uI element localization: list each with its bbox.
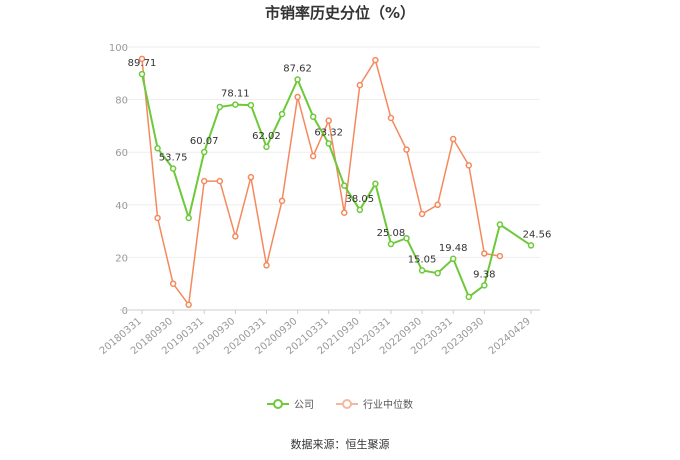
data-point-company (372, 180, 379, 188)
series-layer (138, 55, 535, 308)
data-point-industry-median (263, 262, 270, 269)
data-point-company (325, 140, 332, 147)
data-point-industry-median (154, 214, 161, 222)
data-point-industry-median (169, 280, 177, 287)
data-label: 87.62 (283, 64, 312, 75)
data-point-industry-median (247, 173, 255, 181)
y-tick-label: 100 (109, 43, 128, 54)
data-point-industry-median (216, 177, 224, 185)
y-axis-ticks: 0 20 40 60 80 100 (109, 43, 128, 317)
data-label: 15.05 (408, 254, 437, 265)
legend: 公司 行业中位数 (0, 396, 680, 411)
data-point-industry-median (434, 201, 441, 209)
data-point-company (341, 182, 348, 189)
data-point-industry-median (387, 114, 395, 122)
data-point-industry-median (418, 210, 426, 218)
data-point-company (294, 76, 301, 83)
data-label: 78.11 (221, 89, 250, 100)
data-point-company (496, 221, 504, 228)
y-tick-label: 0 (122, 306, 128, 317)
legend-label-industry-median: 行业中位数 (363, 400, 413, 411)
legend-swatch-company (267, 398, 289, 409)
data-point-company (200, 148, 208, 156)
data-point-industry-median (449, 135, 457, 143)
data-label: 63.32 (314, 127, 343, 138)
data-point-company (247, 101, 255, 109)
data-point-company (356, 206, 364, 214)
data-point-industry-median (403, 146, 410, 153)
data-point-company (527, 242, 535, 249)
data-point-company (154, 145, 161, 152)
data-point-company (481, 282, 488, 289)
data-point-company (169, 165, 177, 172)
chart-title: 市销率历史分位（%） (264, 4, 416, 22)
data-point-industry-median (232, 233, 239, 240)
data-point-company (387, 240, 395, 248)
y-tick-label: 20 (115, 253, 128, 264)
data-label: 60.07 (190, 136, 219, 147)
data-point-company (138, 70, 146, 78)
data-label: 38.05 (346, 194, 375, 205)
y-tick-label: 80 (115, 96, 128, 107)
data-point-company (263, 143, 270, 151)
data-point-company (418, 267, 426, 274)
x-tick-label: 20240429 (487, 316, 533, 357)
x-axis: 2018033120180930201903312019093020200331… (98, 309, 540, 357)
data-label: 25.08 (377, 228, 406, 239)
data-point-company (216, 103, 224, 111)
data-point-company (309, 113, 317, 120)
data-label: 24.56 (523, 229, 552, 240)
data-source: 数据来源：恒生聚源 (290, 438, 390, 451)
data-point-industry-median (200, 177, 208, 185)
data-point-industry-median (465, 162, 473, 169)
data-point-industry-median (496, 252, 504, 260)
data-point-company (434, 269, 441, 277)
data-point-company (465, 293, 473, 301)
legend-item-industry-median[interactable]: 行业中位数 (336, 396, 413, 411)
data-label: 53.75 (159, 153, 188, 164)
data-label: 62.02 (252, 131, 281, 142)
data-point-industry-median (481, 250, 488, 257)
series-line-industry-median (141, 58, 501, 306)
data-point-industry-median (185, 301, 192, 308)
data-point-industry-median (372, 56, 379, 64)
data-point-industry-median (356, 81, 364, 89)
data-point-company (403, 234, 410, 242)
data-label: 9.38 (473, 269, 495, 280)
data-label: 89.71 (128, 58, 157, 69)
data-point-industry-median (309, 152, 317, 160)
data-point-industry-median (278, 197, 286, 205)
data-point-company (185, 214, 192, 222)
legend-swatch-industry-median (336, 398, 358, 409)
data-point-industry-median (325, 117, 332, 124)
data-point-industry-median (138, 55, 146, 63)
data-label: 19.48 (439, 243, 468, 254)
data-point-company (278, 110, 286, 118)
data-point-industry-median (341, 209, 348, 216)
y-tick-label: 60 (115, 148, 128, 159)
legend-label-company: 公司 (294, 400, 314, 411)
data-point-industry-median (294, 93, 301, 101)
data-point-company (449, 255, 457, 263)
y-tick-label: 40 (115, 201, 128, 212)
legend-item-company[interactable]: 公司 (267, 396, 314, 411)
data-point-company (232, 101, 239, 108)
